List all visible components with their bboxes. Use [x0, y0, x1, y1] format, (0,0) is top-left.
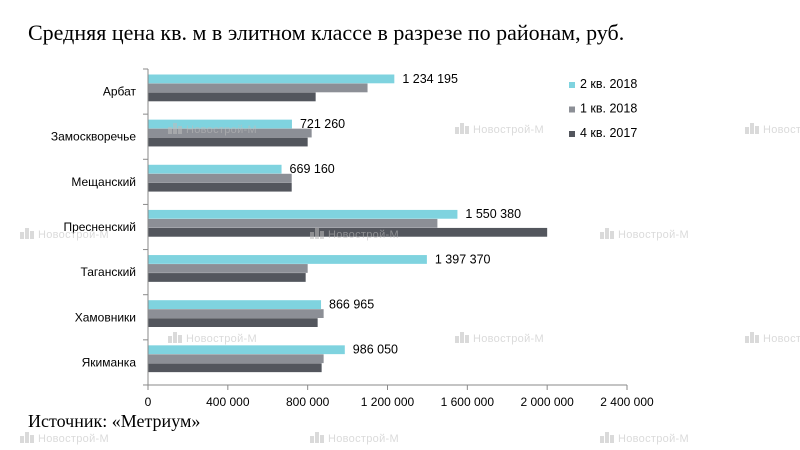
bar-2-4	[148, 218, 438, 228]
watermark: Новострой-М	[600, 228, 689, 241]
watermark: Новострой-М	[168, 123, 257, 136]
building-icon	[20, 432, 34, 443]
category-label: Арбат	[103, 85, 137, 99]
legend-label: 4 кв. 2017	[580, 126, 637, 140]
watermark: Новострой-М	[745, 123, 800, 136]
bar-2-5	[148, 264, 308, 273]
watermark-text: Новострой-М	[473, 124, 544, 136]
source-note: Источник: «Метриум»	[28, 411, 201, 431]
bar-3-5	[148, 273, 306, 282]
legend-swatch	[569, 131, 575, 137]
x-tick-label: 800 000	[286, 395, 330, 409]
bar-2-6	[148, 309, 324, 318]
x-tick-label: 400 000	[206, 395, 250, 409]
bar-3-2	[148, 137, 308, 147]
x-tick-label: 1 200 000	[361, 395, 415, 409]
building-icon	[600, 432, 614, 443]
bar-3-6	[148, 318, 318, 327]
building-icon	[168, 332, 182, 343]
x-tick-label: 2 000 000	[520, 395, 574, 409]
data-label: 1 234 195	[402, 72, 458, 86]
category-label: Таганский	[80, 265, 136, 279]
watermark-text: Новострой-М	[38, 229, 109, 241]
data-label: 1 550 380	[465, 207, 521, 221]
bar-3-3	[148, 182, 292, 192]
category-label: Мещанский	[71, 175, 136, 189]
category-label: Хамовники	[75, 310, 136, 324]
building-icon	[745, 123, 759, 134]
watermark: Новострой-М	[20, 228, 109, 241]
bar-1-5	[148, 255, 427, 264]
watermark: Новострой-М	[745, 332, 800, 345]
category-label: Пресненский	[63, 220, 136, 234]
x-tick-label: 0	[145, 395, 152, 409]
watermark-text: Новострой-М	[618, 433, 689, 445]
category-label: Замоскворечье	[51, 130, 136, 144]
chart-title: Средняя цена кв. м в элитном классе в ра…	[28, 20, 625, 45]
bar-3-7	[148, 363, 322, 373]
bar-1-2	[148, 119, 292, 129]
watermark: Новострой-М	[600, 432, 689, 445]
bar-1-6	[148, 300, 322, 309]
bar-3-4	[148, 227, 548, 237]
watermark-text: Новострой-М	[328, 229, 399, 241]
watermark: Новострой-М	[455, 123, 544, 136]
watermark: Новострой-М	[310, 432, 399, 445]
building-icon	[20, 228, 34, 239]
watermark-text: Новострой-М	[38, 433, 109, 445]
x-tick-label: 1 600 000	[441, 395, 495, 409]
data-label: 669 160	[290, 162, 335, 176]
watermark-text: Новострой-М	[328, 433, 399, 445]
x-tick-label: 2 400 000	[600, 395, 654, 409]
watermark: Новострой-М	[20, 432, 109, 445]
building-icon	[600, 228, 614, 239]
data-label: 721 260	[300, 117, 345, 131]
watermark: Новострой-М	[310, 228, 399, 241]
building-icon	[310, 228, 324, 239]
building-icon	[168, 123, 182, 134]
watermark-text: Новострой-М	[763, 124, 800, 136]
bar-1-7	[148, 345, 345, 355]
data-label: 866 965	[329, 298, 374, 312]
legend-label: 1 кв. 2018	[580, 102, 637, 116]
bar-1-4	[148, 209, 458, 219]
watermark-text: Новострой-М	[473, 333, 544, 345]
watermark-text: Новострой-М	[763, 333, 800, 345]
bar-2-3	[148, 173, 292, 183]
building-icon	[310, 432, 324, 443]
bar-2-1	[148, 83, 368, 93]
building-icon	[745, 332, 759, 343]
bar-2-7	[148, 354, 324, 364]
watermark-text: Новострой-М	[186, 124, 257, 136]
watermark-text: Новострой-М	[618, 229, 689, 241]
watermark-text: Новострой-М	[186, 333, 257, 345]
category-label: Якиманка	[82, 355, 137, 369]
legend-swatch	[569, 106, 575, 113]
building-icon	[455, 123, 469, 134]
bar-1-3	[148, 164, 282, 174]
data-label: 1 397 370	[435, 252, 491, 266]
bar-2-2	[148, 128, 312, 138]
watermark: Новострой-М	[455, 332, 544, 345]
bar-3-1	[148, 92, 316, 102]
legend-label: 2 кв. 2018	[580, 77, 637, 91]
building-icon	[455, 332, 469, 343]
data-label: 986 050	[353, 343, 398, 357]
bar-1-1	[148, 74, 395, 84]
watermark: Новострой-М	[168, 332, 257, 345]
legend-swatch	[569, 82, 575, 88]
